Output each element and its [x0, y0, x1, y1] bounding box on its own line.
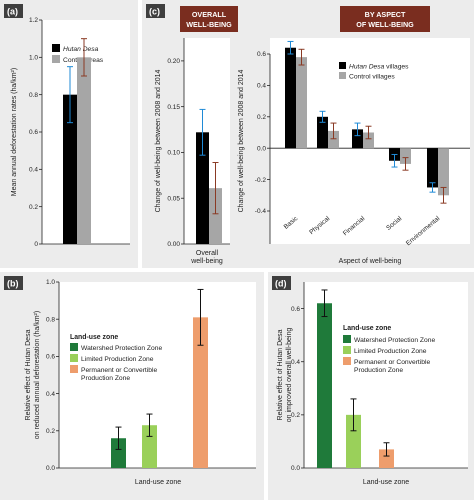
legend-b-swatch-1 — [70, 343, 78, 351]
legend-d-swatch-1 — [343, 335, 351, 343]
panel-a-ytick-label: 0.6 — [29, 129, 38, 136]
panel-c-left-ytick-label: 0.15 — [167, 104, 180, 111]
legend-d-label-1: Watershed Protection Zone — [354, 337, 435, 344]
c-left-title-line1: OVERALL — [192, 10, 227, 19]
panel-b-ytick-label: 0.6 — [46, 354, 55, 361]
legend-d-label-3b: Production Zone — [354, 367, 403, 374]
panel-a-ytick-label: 0.4 — [29, 167, 38, 174]
panel-c-right-2-1-bar — [363, 132, 374, 149]
panel-d-2-bar — [379, 449, 394, 468]
legend-c-swatch-control — [339, 72, 346, 79]
panel-a-ytick-label: 1.2 — [29, 17, 38, 24]
panel-b-0-bar — [111, 438, 126, 468]
c-right-title-line1: BY ASPECT — [365, 10, 406, 19]
legend-d-label-3a: Permanent or Convertible — [354, 359, 430, 366]
panel-c-right-ylabel: Change of well-being between 2008 and 20… — [238, 69, 245, 212]
panel-c-left-ytick-label: 0.05 — [167, 195, 180, 202]
panel-c-right-ytick-label: 0.6 — [257, 51, 266, 58]
overall-label-1: Overall — [196, 250, 219, 257]
panel-c-left-0-bar — [196, 132, 209, 244]
c-right-title-line2: OF WELL-BEING — [356, 20, 414, 29]
panel-a-ytick-label: 0.2 — [29, 204, 38, 211]
legend-b-swatch-3 — [70, 365, 78, 373]
panel-c-right-ytick-label: 0.4 — [257, 83, 266, 90]
panel-b-1-bar — [142, 425, 157, 468]
panel-d-xlabel: Land-use zone — [363, 479, 409, 486]
panel-b-ytick-label: 1.0 — [46, 279, 55, 286]
panel-d-ytick-label: 0.6 — [291, 306, 300, 313]
c-left-title-line2: WELL-BEING — [186, 20, 232, 29]
panel-a-ytick-label: 0 — [34, 241, 38, 248]
panel-a-label-box — [4, 4, 23, 18]
legend-b-label-1: Watershed Protection Zone — [81, 345, 162, 352]
legend-d-title: Land-use zone — [343, 325, 391, 332]
panel-b-ytick-label: 0.8 — [46, 316, 55, 323]
legend-b-label-3a: Permanent or Convertible — [81, 367, 157, 374]
legend-a-swatch-control — [52, 55, 60, 63]
panel-d-ytick-label: 0.4 — [291, 359, 300, 366]
legend-b-label-3b: Production Zone — [81, 375, 130, 382]
c-left-title-box — [180, 6, 238, 32]
panel-b-ylabel-2: on reduced annual deforestation (ha/km²) — [34, 311, 41, 439]
panel-d-ylabel-1: Relative effect of Hutan Desa — [277, 329, 284, 420]
legend-c-label-control: Control villages — [349, 74, 395, 81]
panel-d-ytick-label: 0.2 — [291, 412, 300, 419]
panel-b-ylabel-1: Relative effect of Hutan Desa — [25, 329, 32, 420]
panel-b-ytick-label: 0.2 — [46, 428, 55, 435]
panel-d-0-bar — [317, 303, 332, 468]
panel-c-right-1-1-bar — [328, 130, 339, 149]
panel-d-ylabel-2: on improved overall well-being — [286, 328, 293, 423]
panel-c-label: (c) — [149, 7, 160, 17]
panel-a-0-bar — [63, 94, 77, 245]
panel-b-xlabel: Land-use zone — [135, 479, 181, 486]
panel-d-1-bar — [346, 414, 361, 468]
panel-b-ytick-label: 0.0 — [46, 465, 55, 472]
panel-c-left-ytick-label: 0.00 — [167, 241, 180, 248]
panel-c-right-ytick-label: -0.4 — [255, 208, 267, 215]
panel-a-ylabel: Mean annual deforestation rates (ha/km²) — [11, 68, 18, 196]
panel-b-label-box — [4, 276, 23, 290]
panel-c-right-3-1-bar — [400, 148, 411, 164]
panel-a-ytick-label: 1.0 — [29, 55, 38, 62]
panel-d-label: (d) — [275, 279, 287, 289]
legend-d-swatch-2 — [343, 346, 351, 354]
panel-d-ytick-label: 0.0 — [291, 465, 300, 472]
legend-a-swatch-hutan — [52, 44, 60, 52]
panel-b-2-bar — [193, 317, 208, 468]
panel-c-right-ytick-label: -0.2 — [255, 177, 267, 184]
panel-c-right-4-0-bar — [427, 148, 438, 188]
panel-b-label: (b) — [7, 279, 19, 289]
legend-a-label-hutan: Hutan Desa — [63, 46, 99, 53]
panel-c-left-ytick-label: 0.20 — [167, 58, 180, 65]
panel-b-plot — [59, 282, 256, 468]
panel-c-left-ytick-label: 0.10 — [167, 150, 180, 157]
panel-c-right-0-0-bar — [285, 47, 296, 149]
panel-a-label: (a) — [7, 7, 18, 17]
panel-c-left-ylabel: Change of well-being between 2008 and 20… — [155, 69, 162, 212]
legend-c-swatch-hutan — [339, 62, 346, 69]
panel-b-ytick-label: 0.4 — [46, 391, 55, 398]
panel-c-label-box — [146, 4, 165, 18]
panel-a-ytick-label: 0.8 — [29, 92, 38, 99]
panel-c-right-xlabel: Aspect of well-being — [339, 258, 402, 265]
panel-d-label-box — [272, 276, 291, 290]
c-right-title-box — [340, 6, 430, 32]
panel-c-right-2-0-bar — [352, 129, 363, 149]
legend-b-title: Land-use zone — [70, 334, 118, 341]
panel-c-right-0-1-bar — [296, 57, 307, 149]
panel-c-right-4-1-bar — [438, 148, 449, 196]
legend-b-swatch-2 — [70, 354, 78, 362]
panel-c-right-ytick-label: 0.2 — [257, 114, 266, 121]
panel-a-1-bar — [77, 57, 91, 245]
legend-d-label-2: Limited Production Zone — [354, 348, 427, 355]
legend-b-label-2: Limited Production Zone — [81, 356, 154, 363]
legend-c-label-hutan: Hutan Desa villages — [349, 64, 409, 71]
panel-c-right-1-0-bar — [317, 116, 328, 149]
panel-c-right-ytick-label: 0.0 — [257, 145, 266, 152]
legend-d-swatch-3 — [343, 357, 351, 365]
overall-label-2: well-being — [190, 258, 223, 265]
panel-c-left-1-bar — [209, 188, 222, 244]
